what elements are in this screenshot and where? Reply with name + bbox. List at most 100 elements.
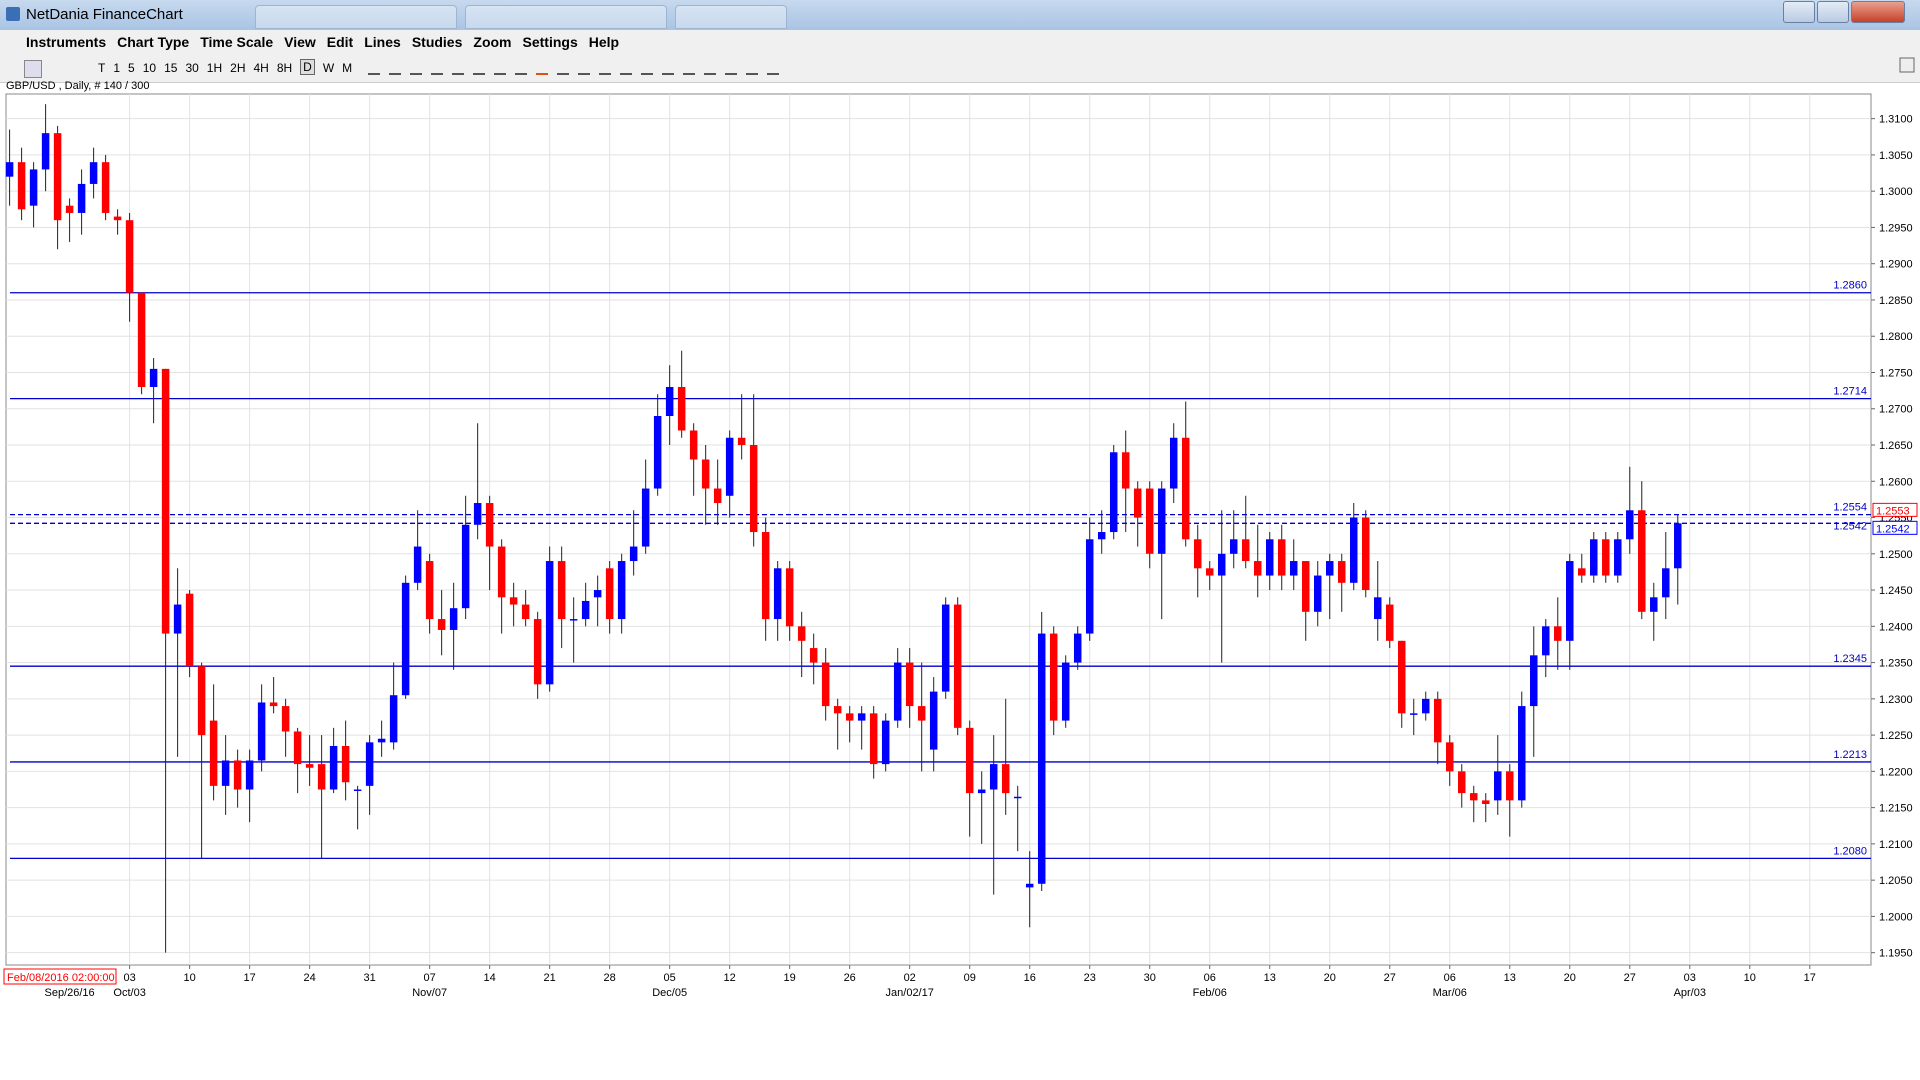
level-label: 1.2714 (1833, 386, 1867, 398)
menu-item[interactable]: Chart Type (117, 34, 190, 50)
toolbar: T 1 5 10 15 30 1H 2H 4H 8H D W M (0, 54, 1920, 83)
candle-body (77, 183, 86, 213)
y-tick-label: 1.2550 (1879, 513, 1913, 525)
tool-icon[interactable] (24, 60, 42, 78)
x-tick-label: 20 (1324, 972, 1336, 984)
tool-icon[interactable] (725, 63, 738, 75)
tool-icon[interactable] (620, 63, 633, 75)
tool-icon[interactable] (494, 63, 507, 75)
timeframe-button[interactable]: 2H (230, 61, 246, 75)
level-label: 1.2345 (1833, 653, 1867, 665)
menu-item[interactable]: Zoom (473, 34, 512, 50)
candle-body (1530, 655, 1538, 707)
candle-body (317, 764, 326, 790)
tool-icon[interactable] (704, 63, 717, 75)
timeframe-button[interactable]: 1 (113, 61, 121, 75)
menu-item[interactable]: Help (588, 34, 620, 50)
timeframe-button[interactable]: M (342, 61, 353, 75)
tab[interactable] (465, 5, 667, 29)
x-date-label: Nov/07 (412, 987, 447, 999)
tool-icon[interactable] (46, 60, 64, 78)
menu-item[interactable]: Time Scale (200, 34, 274, 50)
candle-body (17, 162, 26, 210)
menu-item[interactable]: Settings (522, 34, 578, 50)
timeframe-button[interactable]: T (98, 61, 106, 75)
tool-icon[interactable] (473, 63, 486, 75)
timeframe-button[interactable]: D (300, 59, 315, 75)
tool-icon[interactable] (515, 63, 528, 75)
tool-icon[interactable] (389, 63, 402, 75)
candle-body (1061, 662, 1070, 721)
candle-body (377, 738, 386, 743)
candle-body (233, 760, 242, 790)
maximize-button[interactable] (1817, 1, 1849, 23)
tab[interactable] (255, 5, 457, 29)
menu-item[interactable]: View (284, 34, 316, 50)
candle-body (809, 648, 818, 663)
candle-body (533, 619, 542, 685)
price-marker (1872, 502, 1918, 517)
x-date-label: Apr/03 (1674, 987, 1706, 999)
tool-icon[interactable] (578, 63, 591, 75)
x-date-label: Oct/03 (113, 987, 145, 999)
candle-body (5, 162, 14, 177)
candle-body (65, 205, 74, 213)
candle-body (149, 368, 158, 387)
candle-body (737, 437, 746, 446)
menu-item[interactable]: Studies (411, 34, 463, 50)
tool-icon[interactable] (767, 63, 780, 75)
window-title: NetDania FinanceChart (26, 6, 183, 23)
candle-body (1518, 706, 1526, 801)
candle-body (701, 459, 710, 489)
timeframe-button[interactable]: 1H (206, 61, 223, 75)
timeframe-button[interactable]: 4H (253, 61, 269, 75)
y-tick-label: 1.2950 (1879, 222, 1913, 234)
tool-icon[interactable] (368, 63, 381, 75)
candle-body (641, 488, 650, 547)
timeframe-button[interactable]: 30 (185, 61, 199, 75)
timeframe-button[interactable]: 5 (128, 61, 135, 75)
timeframe-button[interactable]: 8H (276, 61, 293, 75)
tool-icon[interactable] (683, 63, 696, 75)
tool-icon[interactable] (68, 60, 86, 78)
timeframe-button[interactable]: W (322, 61, 335, 75)
candle-body (821, 662, 830, 707)
x-date-label: Mar/06 (1433, 987, 1467, 999)
candle-body (545, 561, 554, 685)
candle-body (437, 619, 446, 630)
tool-icon[interactable] (536, 63, 549, 75)
tool-icon[interactable] (431, 63, 444, 75)
candle-body (1494, 771, 1502, 801)
candle-body (389, 695, 398, 743)
candle-body (161, 368, 170, 634)
x-tick-label: 14 (484, 972, 496, 984)
candle-body (1385, 604, 1394, 641)
candle-body (1410, 713, 1418, 715)
tool-icon[interactable] (662, 63, 675, 75)
tool-icon[interactable] (557, 63, 570, 75)
candle-body (1289, 561, 1298, 576)
cursor-time: Feb/08/2016 02:00:00 (7, 972, 115, 984)
candle-body (89, 162, 98, 184)
close-button[interactable] (1851, 1, 1905, 23)
minimize-button[interactable] (1783, 1, 1815, 23)
menu-item[interactable]: Edit (326, 34, 354, 50)
candle-body (845, 713, 854, 721)
candle-body (629, 546, 638, 562)
candle-body (773, 568, 782, 620)
candle-body (1253, 561, 1262, 576)
tool-icon[interactable] (746, 63, 759, 75)
candle-body (1554, 626, 1562, 641)
tool-icon[interactable] (641, 63, 654, 75)
menu-item[interactable]: Instruments (26, 34, 107, 50)
menu-item[interactable]: Lines (364, 34, 401, 50)
tool-icon[interactable] (452, 63, 465, 75)
candle-body (353, 789, 362, 791)
candle-body (281, 706, 290, 732)
timeframe-button[interactable]: 10 (142, 61, 157, 75)
x-tick-label: 20 (1564, 972, 1576, 984)
tool-icon[interactable] (410, 63, 423, 75)
tool-icon[interactable] (599, 63, 612, 75)
timeframe-button[interactable]: 15 (164, 61, 178, 75)
tab[interactable] (675, 5, 787, 29)
